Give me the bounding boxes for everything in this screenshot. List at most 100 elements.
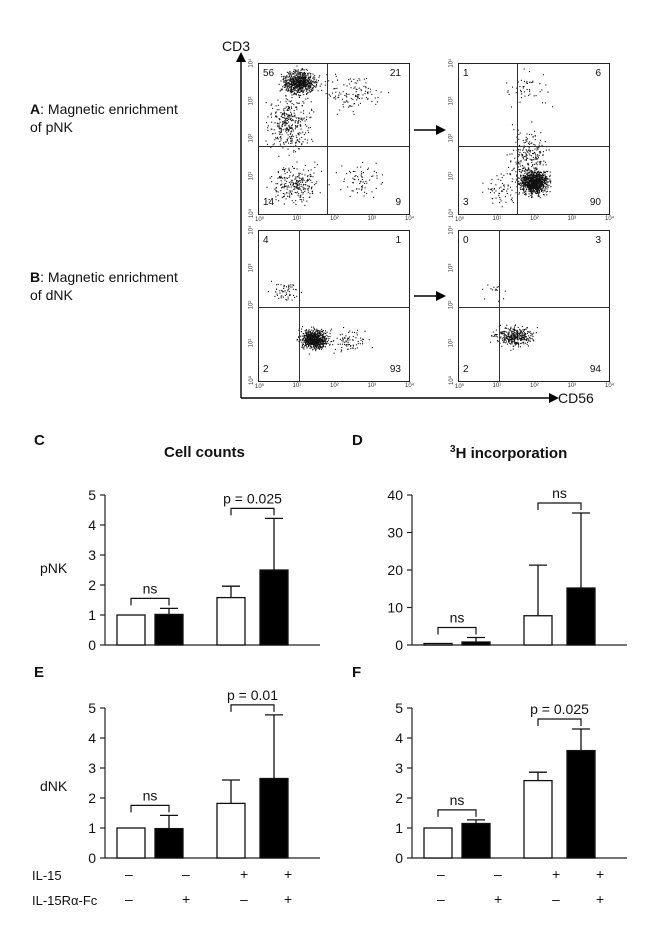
scatter-dot xyxy=(318,330,320,332)
scatter-dot xyxy=(534,187,536,189)
scatter-dot xyxy=(307,346,309,348)
scatter-dot xyxy=(291,81,293,83)
scatter-dot xyxy=(375,90,377,92)
scatter-dot xyxy=(504,327,506,329)
scatter-dot xyxy=(296,70,298,72)
scatter-dot xyxy=(543,181,545,183)
scatter-dot xyxy=(303,336,305,338)
scatter-dot xyxy=(300,331,302,333)
scatter-dot xyxy=(315,183,317,185)
scatter-dot xyxy=(512,86,514,88)
scatter-dot xyxy=(539,176,541,178)
scatter-dot xyxy=(510,338,512,340)
scatter-dot xyxy=(313,347,315,349)
scatter-dot xyxy=(500,333,502,335)
scatter-dot xyxy=(526,327,528,329)
scatter-dot xyxy=(298,172,300,174)
scatter-dot xyxy=(286,192,288,194)
scatter-dot xyxy=(300,79,302,81)
scatter-dot xyxy=(549,174,551,176)
scatter-dot xyxy=(321,339,323,341)
scatter-dot xyxy=(348,83,350,85)
scatter-dot xyxy=(303,90,305,92)
scatter-dot xyxy=(539,151,541,153)
scatter-dot xyxy=(311,186,313,188)
scatter-dot xyxy=(296,65,298,67)
scatter-dot xyxy=(364,330,366,332)
scatter-dot xyxy=(299,117,301,119)
scatter-dot xyxy=(533,187,535,189)
scatter-dot xyxy=(287,290,289,292)
scatter-dot xyxy=(531,190,533,192)
scatter-dot xyxy=(278,109,280,111)
scatter-dot xyxy=(536,185,538,187)
scatter-dot xyxy=(540,175,542,177)
scatter-dot xyxy=(295,87,297,89)
scatter-dot xyxy=(293,185,295,187)
scatter-dot xyxy=(304,190,306,192)
scatter-dot xyxy=(290,100,292,102)
scatter-dot xyxy=(287,106,289,108)
quadrant-lr-value: 90 xyxy=(589,197,601,208)
scatter-dot xyxy=(501,345,503,347)
scatter-dot xyxy=(295,84,297,86)
scatter-dot xyxy=(289,83,291,85)
scatter-dot xyxy=(284,120,286,122)
scatter-dot xyxy=(313,333,315,335)
scatter-dot xyxy=(511,334,513,336)
scatter-dot xyxy=(542,187,544,189)
scatter-dot xyxy=(342,337,344,339)
scatter-dot xyxy=(304,79,306,81)
scatter-dot xyxy=(300,87,302,89)
scatter-dot xyxy=(536,176,538,178)
scatter-dot xyxy=(506,190,508,192)
scatter-dot xyxy=(291,90,293,92)
scatter-dot xyxy=(497,178,499,180)
scatter-dot xyxy=(525,139,527,141)
scatter-dot xyxy=(314,336,316,338)
scatter-dot xyxy=(530,338,532,340)
scatter-dot xyxy=(542,194,544,196)
scatter-dot xyxy=(295,70,297,72)
scatter-dot xyxy=(270,280,272,282)
scatter-dot xyxy=(303,80,305,82)
scatter-dot xyxy=(487,188,489,190)
scatter-dot xyxy=(288,167,290,169)
scatter-dot xyxy=(309,331,311,333)
scatter-dot xyxy=(279,131,281,133)
il15-sign: – xyxy=(125,866,133,882)
row-b-text-1: : Magnetic enrichment xyxy=(40,269,178,285)
scatter-dot xyxy=(513,338,515,340)
scatter-dot xyxy=(552,106,554,108)
scatter-dot xyxy=(289,286,291,288)
scatter-dot xyxy=(525,336,527,338)
scatter-dot xyxy=(299,85,301,87)
scatter-dot xyxy=(301,345,303,347)
scatter-dot xyxy=(501,177,503,179)
y-tick-label: 5 xyxy=(88,487,96,503)
scatter-dot xyxy=(517,166,519,168)
scatter-dot xyxy=(310,87,312,89)
scatter-dot xyxy=(295,289,297,291)
scatter-dot xyxy=(544,188,546,190)
scatter-dot xyxy=(291,77,293,79)
scatter-dot xyxy=(286,119,288,121)
scatter-dot xyxy=(343,180,345,182)
scatter-dot xyxy=(307,92,309,94)
scatter-dot xyxy=(512,345,514,347)
scatter-dot xyxy=(300,199,302,201)
scatter-dot xyxy=(496,175,498,177)
scatter-dot xyxy=(537,187,539,189)
bar xyxy=(566,587,596,646)
scatter-dot xyxy=(545,179,547,181)
scatter-dot xyxy=(527,339,529,341)
scatter-dot xyxy=(541,183,543,185)
scatter-dot xyxy=(329,344,331,346)
scatter-dot xyxy=(298,82,300,84)
scatter-dot xyxy=(289,84,291,86)
scatter-dot xyxy=(289,194,291,196)
scatter-dot xyxy=(291,78,293,80)
scatter-dot xyxy=(357,340,359,342)
scatter-dot xyxy=(521,155,523,157)
scatter-dot xyxy=(275,291,277,293)
